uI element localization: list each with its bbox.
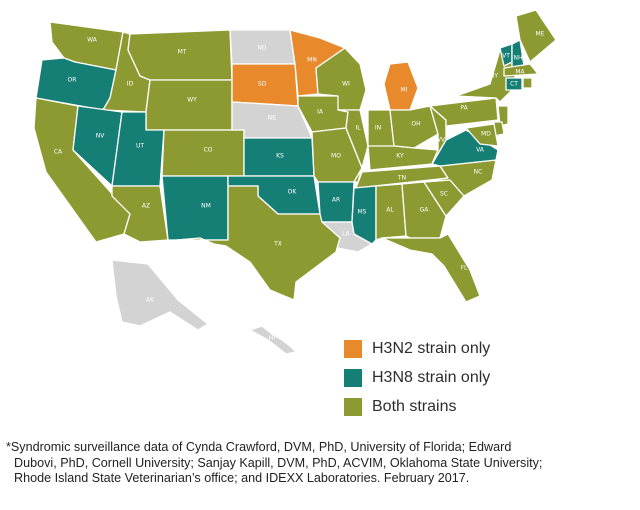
state-me [515, 9, 557, 63]
state-label-in: IN [375, 125, 381, 132]
state-label-wa: WA [87, 37, 98, 44]
state-label-va: VA [476, 147, 485, 154]
state-label-ky: KY [396, 153, 404, 160]
state-hi [249, 325, 297, 355]
state-label-wi: WI [342, 81, 350, 88]
legend-item-h3n8: H3N8 strain only [344, 363, 490, 392]
state-label-co: CO [204, 147, 213, 154]
state-ri [522, 77, 533, 89]
state-il [337, 109, 369, 183]
state-label-nj: NJ [513, 107, 519, 114]
state-label-ak: AK [146, 297, 155, 304]
state-label-fl: FL [461, 265, 468, 272]
state-label-oh: OH [411, 121, 420, 128]
state-nm [161, 175, 229, 241]
state-label-nh: NH [514, 55, 523, 62]
source-footnote: *Syndromic surveillance data of Cynda Cr… [6, 440, 636, 487]
state-label-ut: UT [136, 143, 144, 150]
state-label-nc: NC [474, 169, 483, 176]
state-label-wv: WV [435, 137, 446, 144]
state-label-ga: GA [420, 207, 430, 214]
state-label-ri: RI [537, 83, 543, 90]
state-pa [429, 97, 499, 127]
state-label-or: OR [68, 77, 77, 84]
state-label-ok: OK [288, 189, 298, 196]
state-nc [423, 159, 497, 197]
state-label-ms: MS [358, 209, 367, 216]
state-label-me: ME [536, 31, 545, 38]
state-label-ny: NY [490, 73, 498, 80]
us-map: WA OR CA ID NV MT WY UT AZ CO NM ND SD N… [33, 9, 557, 355]
legend-swatch-h3n2 [344, 339, 362, 358]
state-az [111, 185, 169, 243]
state-label-nv: NV [96, 133, 105, 140]
footnote-line-3: Rhode Island State Veterinarian’s office… [14, 471, 470, 485]
footnote-line-2: Dubovi, PhD, Cornell University; Sanjay … [14, 455, 543, 470]
state-label-mi: MI [401, 87, 408, 94]
legend: H3N2 strain only H3N8 strain only Both s… [344, 334, 490, 421]
state-fl [381, 233, 481, 303]
state-label-ca: CA [54, 149, 63, 156]
state-abbreviations: WA OR CA ID NV MT WY UT AZ CO NM ND SD N… [54, 31, 545, 342]
state-label-sd: SD [258, 81, 267, 88]
legend-item-h3n2: H3N2 strain only [344, 334, 490, 363]
state-label-tn: TN [397, 175, 406, 182]
legend-label-h3n2: H3N2 strain only [372, 339, 491, 357]
state-label-ct: CT [510, 81, 518, 88]
state-wy [145, 79, 233, 131]
state-label-de: DE [508, 123, 517, 130]
state-label-al: AL [386, 207, 394, 214]
state-tx [175, 185, 341, 301]
state-label-md: MD [481, 131, 491, 138]
legend-label-both: Both strains [372, 397, 457, 415]
state-label-ia: IA [317, 109, 324, 116]
state-nj [497, 105, 509, 127]
state-ma [503, 63, 539, 77]
state-ak [111, 259, 209, 331]
state-label-tx: TX [273, 241, 282, 248]
state-label-hi: HI [269, 335, 276, 342]
state-label-pa: PA [460, 105, 468, 112]
state-md [465, 123, 499, 147]
state-label-vt: VT [502, 53, 510, 60]
state-al [375, 183, 407, 241]
state-label-il: IL [355, 125, 361, 132]
state-label-mn: MN [307, 57, 317, 64]
state-label-id: ID [127, 81, 134, 88]
state-label-ks: KS [276, 153, 284, 160]
state-label-wy: WY [187, 97, 197, 104]
legend-swatch-both [344, 397, 362, 416]
footnote-line-1: *Syndromic surveillance data of Cynda Cr… [6, 440, 512, 454]
state-label-nm: NM [201, 203, 211, 210]
legend-label-h3n8: H3N8 strain only [372, 368, 491, 386]
legend-item-both: Both strains [344, 392, 490, 421]
state-label-mo: MO [331, 153, 341, 160]
legend-swatch-h3n8 [344, 368, 362, 387]
state-label-mt: MT [178, 49, 187, 56]
state-label-ma: MA [515, 69, 525, 76]
state-label-ne: NE [268, 115, 276, 122]
state-label-ar: AR [332, 197, 340, 204]
state-label-az: AZ [142, 203, 150, 210]
state-label-sc: SC [440, 191, 448, 198]
state-label-la: LA [342, 231, 350, 238]
state-label-nd: ND [257, 45, 266, 52]
state-ct [505, 77, 523, 91]
